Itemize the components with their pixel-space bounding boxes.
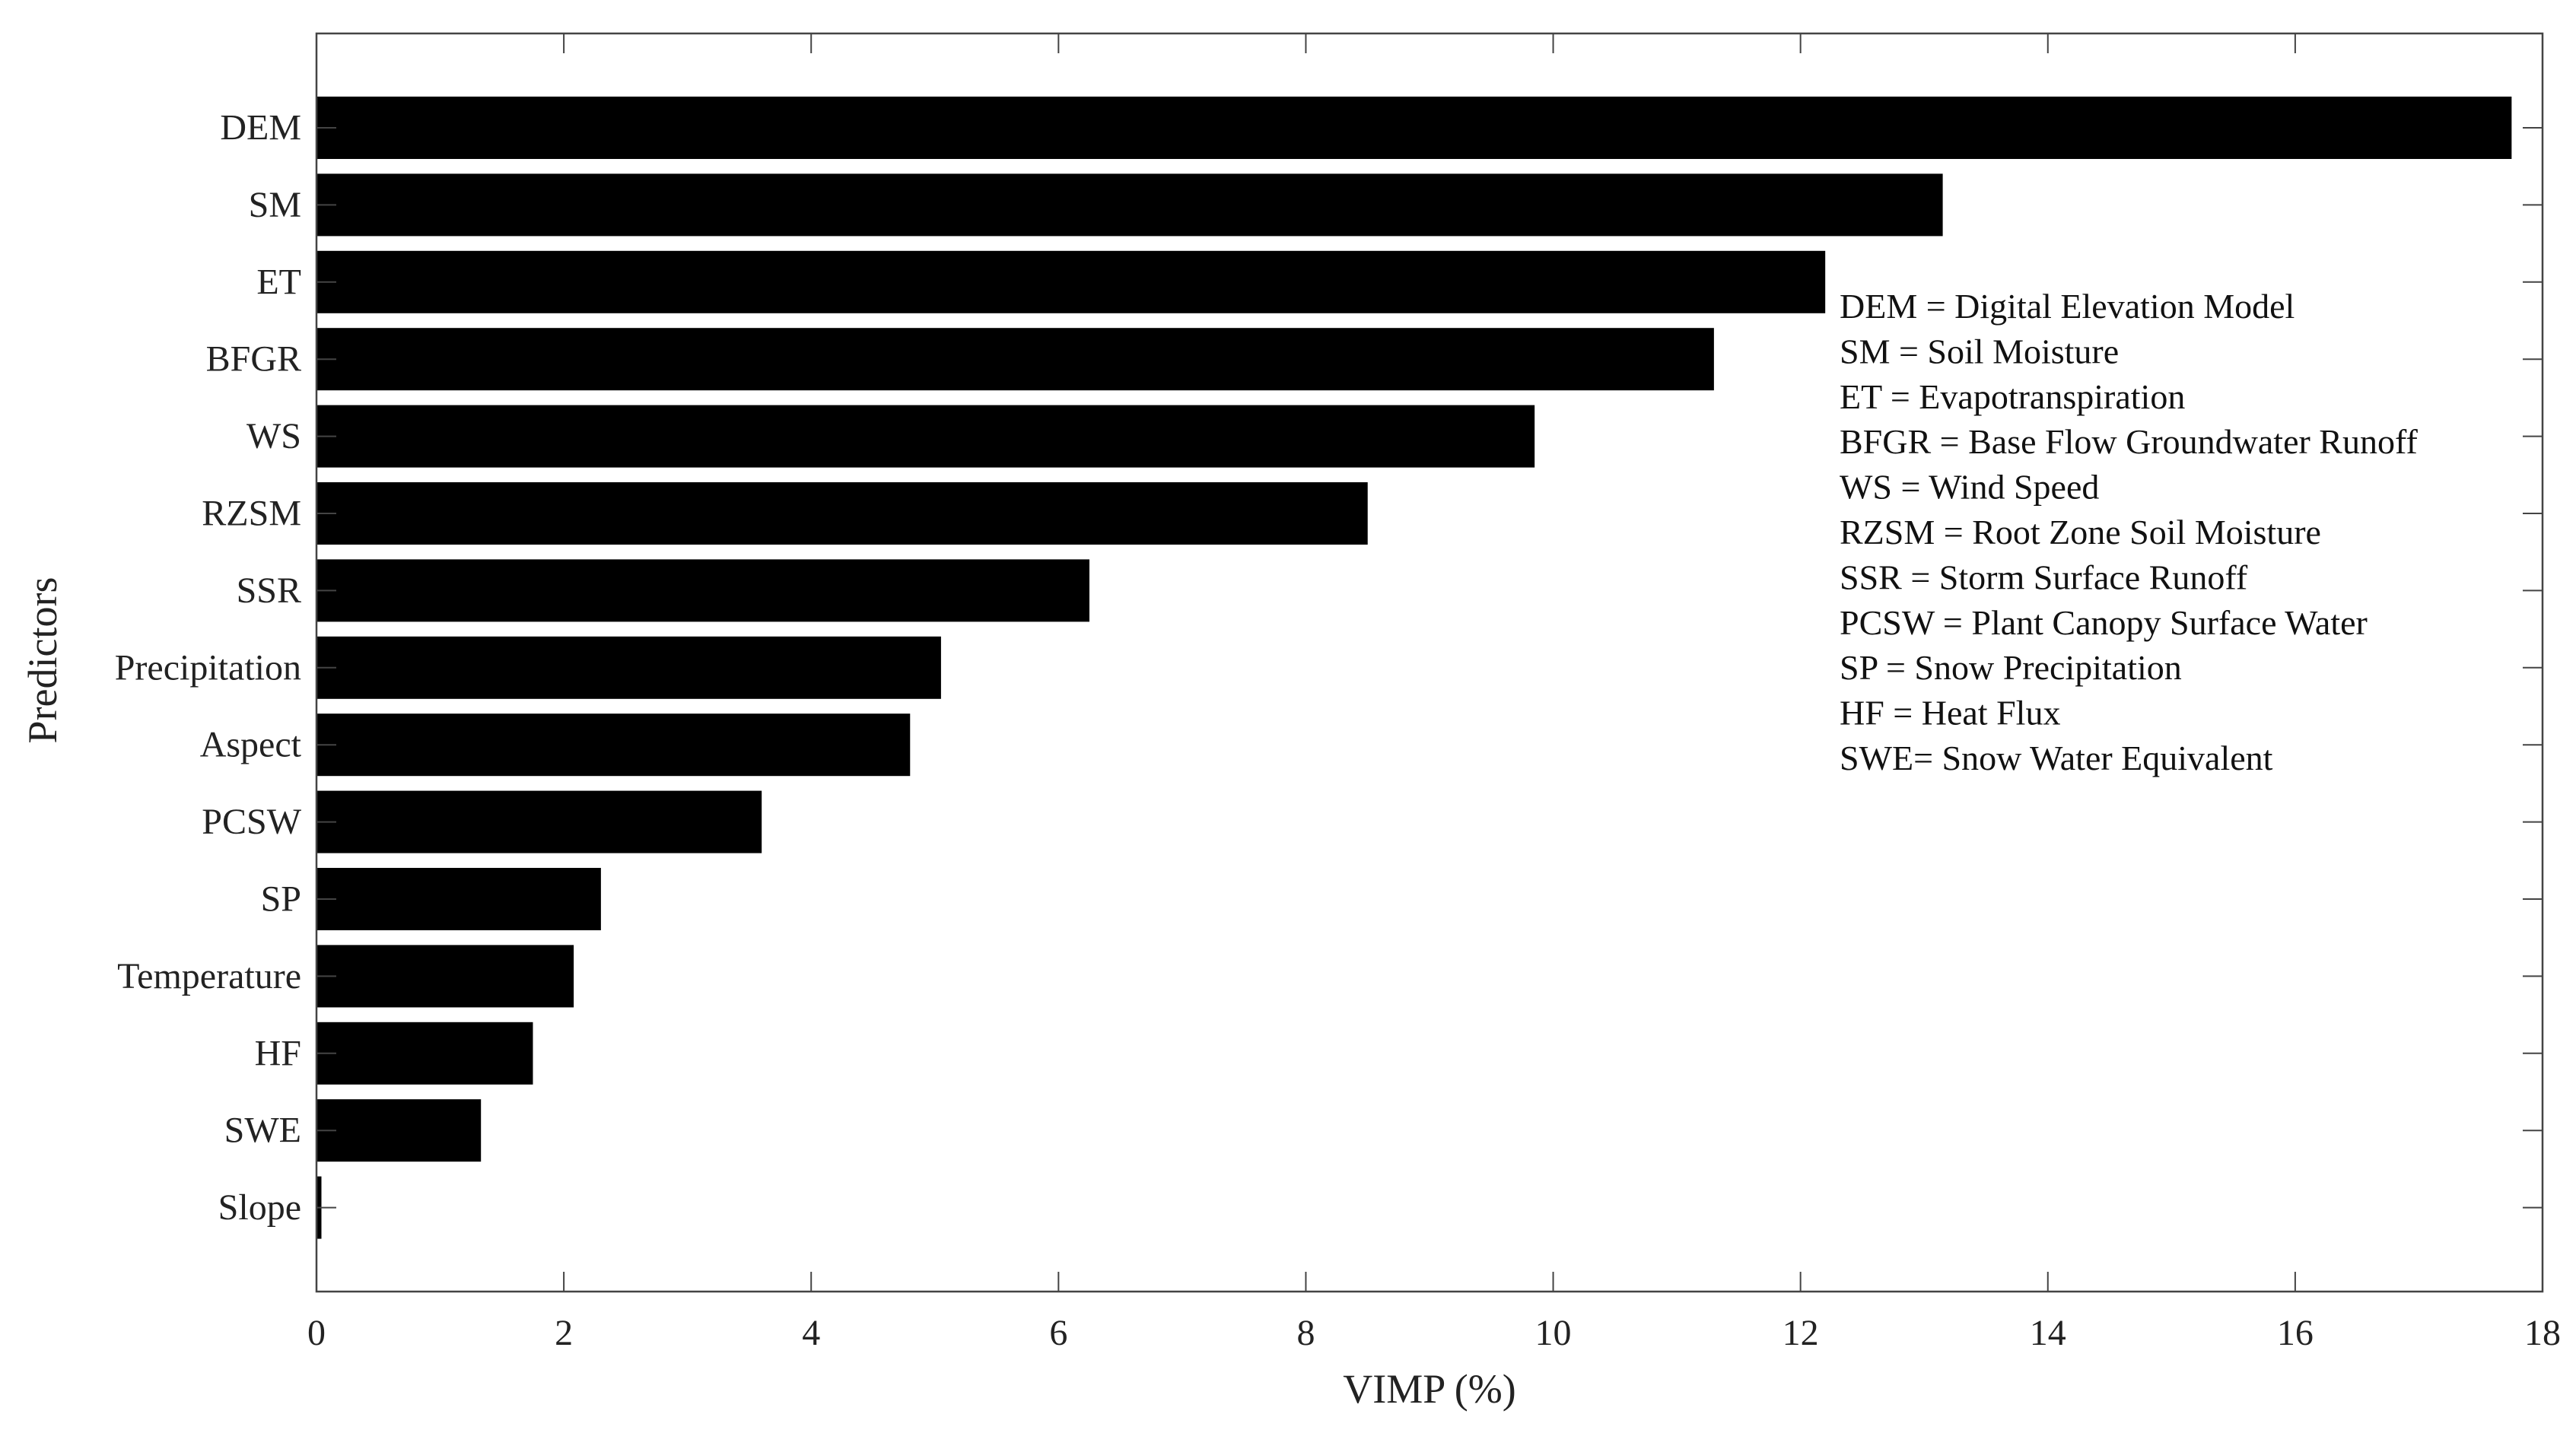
y-axis-label: Predictors — [20, 577, 65, 744]
y-tick-label: PCSW — [202, 802, 301, 842]
y-tick-labels: DEM SM ET BFGR WS RZSM SSR Precipitation Aspect P… — [115, 108, 302, 1228]
y-tick-label: SP — [261, 879, 301, 920]
y-tick-label: BFGR — [206, 339, 301, 380]
x-tick-label: 2 — [555, 1313, 573, 1353]
bar-pcsw — [316, 790, 762, 853]
abbreviation-entry: SSR = Storm Surface Runoff — [1840, 558, 2248, 596]
abbreviation-entry: WS = Wind Speed — [1840, 468, 2099, 507]
x-tick-label: 18 — [2524, 1313, 2561, 1353]
y-tick-label: SM — [249, 185, 301, 225]
bar-hf — [316, 1022, 533, 1085]
y-tick-label: SWE — [224, 1111, 301, 1151]
x-tick-label: 14 — [2030, 1313, 2066, 1353]
bar-et — [316, 250, 1826, 313]
bars-group — [316, 97, 2512, 1239]
y-tick-label: RZSM — [202, 494, 301, 534]
bar-rzsm — [316, 482, 1368, 545]
y-tick-label: SSR — [237, 570, 301, 611]
abbreviation-entry: PCSW = Plant Canopy Surface Water — [1840, 603, 2368, 642]
bar-aspect — [316, 713, 911, 777]
bar-sp — [316, 868, 601, 930]
abbreviation-entry: BFGR = Base Flow Groundwater Runoff — [1840, 422, 2418, 461]
y-tick-label: HF — [255, 1033, 301, 1073]
y-tick-label: Temperature — [117, 956, 301, 996]
bar-temperature — [316, 945, 574, 1008]
y-tick-label: Precipitation — [115, 647, 301, 688]
abbreviation-entry: RZSM = Root Zone Soil Moisture — [1840, 513, 2321, 551]
abbreviation-entry: SP = Snow Precipitation — [1840, 648, 2182, 687]
abbreviation-entry: SWE= Snow Water Equivalent — [1840, 739, 2273, 777]
y-tick-label: WS — [246, 416, 301, 456]
y-tick-label: Slope — [218, 1187, 301, 1228]
abbreviation-entry: HF = Heat Flux — [1840, 694, 2060, 732]
x-tick-label: 6 — [1049, 1313, 1067, 1353]
x-tick-labels: 0 2 4 6 8 10 12 14 16 18 — [307, 1313, 2561, 1353]
abbreviation-entry: SM = Soil Moisture — [1840, 332, 2119, 370]
bar-ws — [316, 405, 1535, 468]
x-tick-label: 16 — [2277, 1313, 2314, 1353]
x-tick-label: 8 — [1296, 1313, 1315, 1353]
x-tick-label: 4 — [802, 1313, 820, 1353]
x-tick-label: 10 — [1535, 1313, 1572, 1353]
x-tick-label: 0 — [307, 1313, 326, 1353]
x-axis-label: VIMP (%) — [1343, 1366, 1515, 1412]
abbreviation-entry: ET = Evapotranspiration — [1840, 377, 2185, 416]
abbreviation-entry: DEM = Digital Elevation Model — [1840, 287, 2295, 326]
bar-swe — [316, 1099, 482, 1162]
bar-dem — [316, 97, 2512, 159]
y-tick-label: ET — [256, 262, 301, 302]
abbreviation-legend: DEM = Digital Elevation Model SM = Soil M… — [1840, 287, 2418, 777]
bar-bfgr — [316, 328, 1714, 391]
y-tick-label: DEM — [220, 108, 301, 148]
bar-sm — [316, 173, 1943, 237]
x-tick-label: 12 — [1783, 1313, 1819, 1353]
y-tick-label: Aspect — [200, 725, 302, 765]
bar-precipitation — [316, 636, 941, 699]
plot-area-frame — [315, 32, 2544, 1293]
bar-ssr — [316, 559, 1089, 622]
